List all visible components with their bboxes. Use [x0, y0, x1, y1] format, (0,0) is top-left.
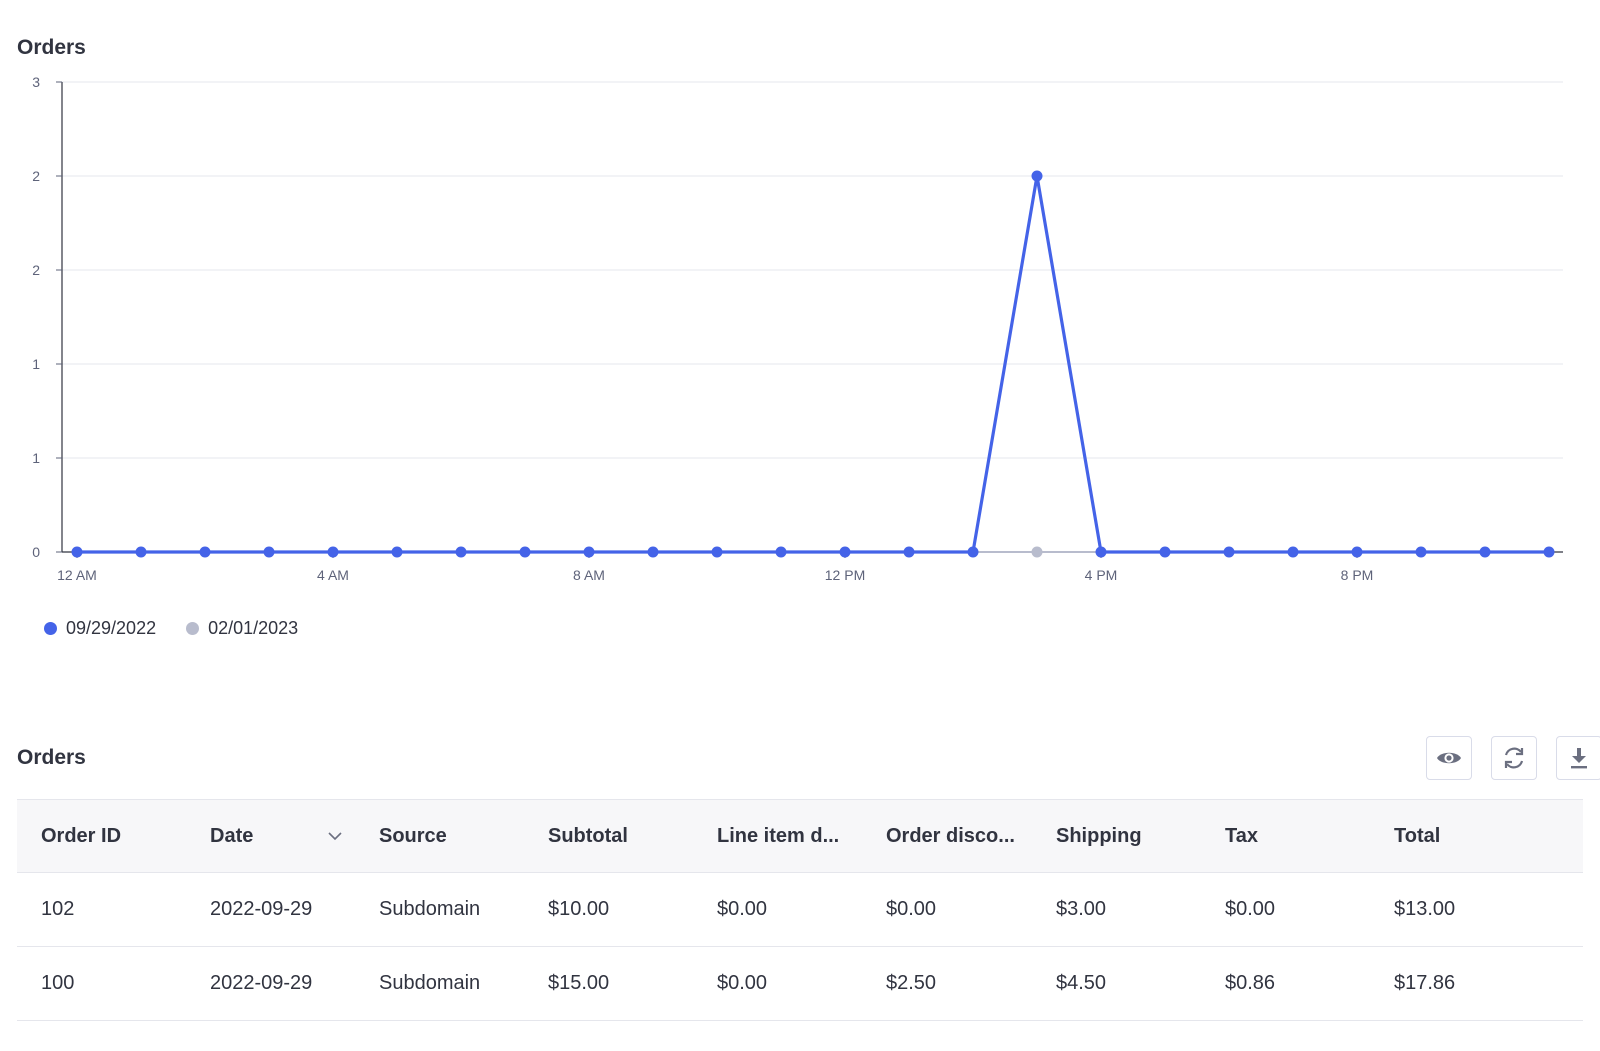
data-point-series-1[interactable] [903, 546, 915, 558]
y-tick-label: 3 [32, 74, 40, 90]
column-header-order-discount[interactable]: Order disco... [886, 824, 1015, 847]
order-subtotal: $15.00 [548, 972, 610, 994]
order-date: 2022-09-29 [210, 972, 313, 994]
data-point-series-1[interactable] [519, 546, 531, 558]
legend-item-series-1[interactable]: 09/29/2022 [44, 618, 156, 639]
chevron-down-icon[interactable] [327, 828, 343, 844]
table-title: Orders [17, 746, 86, 769]
data-point-series-1[interactable] [199, 546, 211, 558]
chart-axes [61, 82, 1563, 553]
download-icon [1571, 748, 1587, 769]
table-header-row: Order ID Date Source Subtotal Line item … [17, 799, 1583, 873]
x-tick-label: 8 AM [573, 567, 605, 583]
refresh-icon [1504, 747, 1524, 769]
y-tick-label: 1 [32, 356, 40, 372]
y-axis-ticks: 0 1 1 2 2 3 [32, 74, 62, 560]
data-point-series-1[interactable] [583, 546, 595, 558]
eye-icon [1437, 752, 1461, 764]
order-shipping: $3.00 [1056, 898, 1107, 920]
data-point-series-1[interactable] [647, 546, 659, 558]
download-button[interactable] [1556, 736, 1600, 780]
legend-dot-series-2 [186, 622, 200, 635]
column-header-order-id[interactable]: Order ID [41, 824, 122, 847]
x-tick-label: 12 AM [57, 567, 97, 583]
table-row: 102 2022-09-29 Subdomain $10.00 $0.00 $0… [17, 873, 1583, 947]
order-shipping: $4.50 [1056, 972, 1107, 994]
series-line-1 [77, 174, 1549, 554]
legend-label-series-2: 02/01/2023 [208, 618, 299, 638]
column-header-source[interactable]: Source [379, 824, 447, 847]
chart-series [71, 170, 1555, 558]
data-point-series-1[interactable] [839, 546, 851, 558]
x-tick-label: 4 AM [317, 567, 349, 583]
order-id-link[interactable]: 100 [41, 972, 75, 994]
column-header-date[interactable]: Date [210, 824, 254, 847]
x-tick-label: 4 PM [1085, 567, 1118, 583]
data-point-series-1[interactable] [1415, 546, 1427, 558]
data-point-series-1[interactable] [71, 546, 83, 558]
data-point-series-1[interactable] [711, 546, 723, 558]
data-point-series-1[interactable] [1351, 546, 1363, 558]
order-tax: $0.86 [1225, 972, 1276, 994]
data-point-series-1[interactable] [327, 546, 339, 558]
y-tick-label: 2 [32, 262, 40, 278]
data-point-series-1[interactable] [263, 546, 275, 558]
toggle-columns-button[interactable] [1426, 736, 1472, 780]
data-point-series-1[interactable] [1095, 546, 1107, 558]
orders-line-chart: 0 1 1 2 2 3 12 AM 4 AM 8 AM 12 PM 4 PM 8 PM [32, 74, 1563, 583]
data-point-series-1[interactable] [1159, 546, 1171, 558]
data-point-series-1[interactable] [391, 546, 403, 558]
legend-dot-series-1 [44, 622, 57, 635]
order-line-item-discount: $0.00 [717, 972, 768, 994]
data-point-series-1[interactable] [775, 546, 787, 558]
table-row: 100 2022-09-29 Subdomain $15.00 $0.00 $2… [17, 947, 1583, 1021]
order-total: $13.00 [1394, 898, 1456, 920]
data-point-series-1[interactable] [1287, 546, 1299, 558]
column-header-line-item-discount[interactable]: Line item d... [717, 824, 840, 847]
chart-legend: 09/29/2022 02/01/2023 [44, 618, 328, 639]
data-point-series-2[interactable] [1031, 546, 1043, 558]
legend-item-series-2[interactable]: 02/01/2023 [186, 618, 298, 639]
data-point-series-1[interactable] [135, 546, 147, 558]
x-tick-label: 8 PM [1341, 567, 1374, 583]
order-discount: $2.50 [886, 972, 937, 994]
order-date: 2022-09-29 [210, 898, 313, 920]
column-header-total[interactable]: Total [1394, 824, 1441, 847]
order-source: Subdomain [379, 898, 481, 920]
data-point-series-1[interactable] [1543, 546, 1555, 558]
chart-title: Orders [17, 36, 86, 59]
legend-label-series-1: 09/29/2022 [66, 618, 157, 638]
data-point-series-1[interactable] [1479, 546, 1491, 558]
data-point-series-1[interactable] [455, 546, 467, 558]
order-id-link[interactable]: 102 [41, 898, 75, 920]
order-source: Subdomain [379, 972, 481, 994]
order-discount: $0.00 [886, 898, 937, 920]
orders-table: Order ID Date Source Subtotal Line item … [17, 799, 1583, 1021]
y-tick-label: 1 [32, 450, 40, 466]
refresh-button[interactable] [1491, 736, 1537, 780]
column-header-subtotal[interactable]: Subtotal [548, 824, 628, 847]
x-tick-label: 12 PM [825, 567, 865, 583]
chart-grid [62, 81, 1563, 459]
y-tick-label: 2 [32, 168, 40, 184]
data-point-series-1[interactable] [967, 546, 979, 558]
column-header-tax[interactable]: Tax [1225, 824, 1258, 847]
order-tax: $0.00 [1225, 898, 1276, 920]
y-tick-label: 0 [32, 544, 40, 560]
data-point-series-1[interactable] [1223, 546, 1235, 558]
order-total: $17.86 [1394, 972, 1456, 994]
data-point-series-1[interactable] [1031, 170, 1043, 182]
order-line-item-discount: $0.00 [717, 898, 768, 920]
order-subtotal: $10.00 [548, 898, 610, 920]
column-header-shipping[interactable]: Shipping [1056, 824, 1142, 847]
